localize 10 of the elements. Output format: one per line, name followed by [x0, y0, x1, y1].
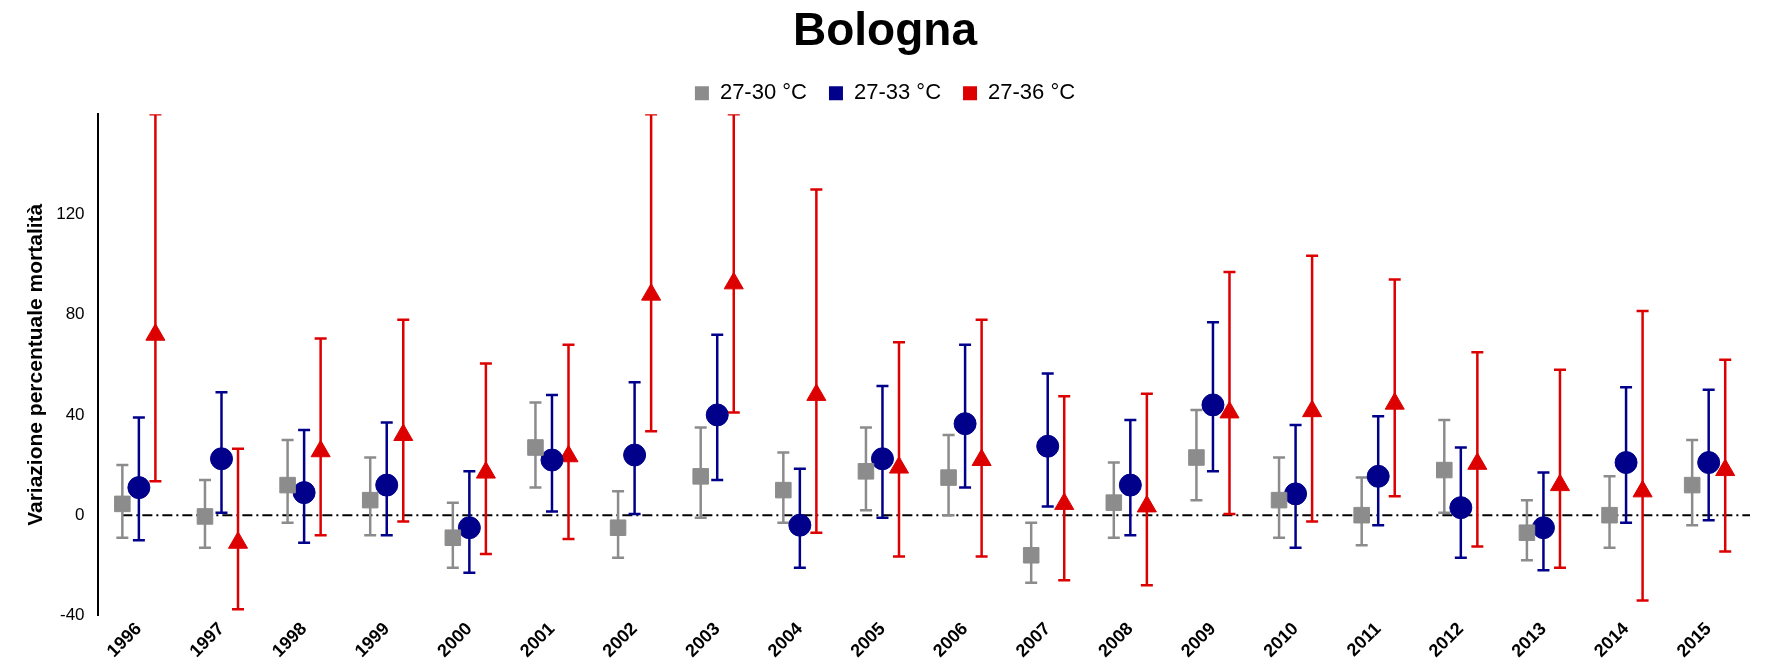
- y-tick-label: 120: [56, 204, 85, 224]
- legend-label: 27-33 °C: [853, 79, 942, 105]
- y-tick-label: 40: [65, 404, 85, 424]
- y-tick-label: 80: [65, 304, 85, 324]
- legend-label: 27-30 °C: [719, 79, 808, 105]
- y-tick-label: -40: [59, 605, 85, 625]
- legend-label: 27-36 °C: [988, 79, 1076, 105]
- y-tick-label: 0: [75, 504, 85, 524]
- chart-title: Bologna: [793, 3, 978, 56]
- y-axis-title: Variazione percentuale mortalità: [23, 203, 47, 526]
